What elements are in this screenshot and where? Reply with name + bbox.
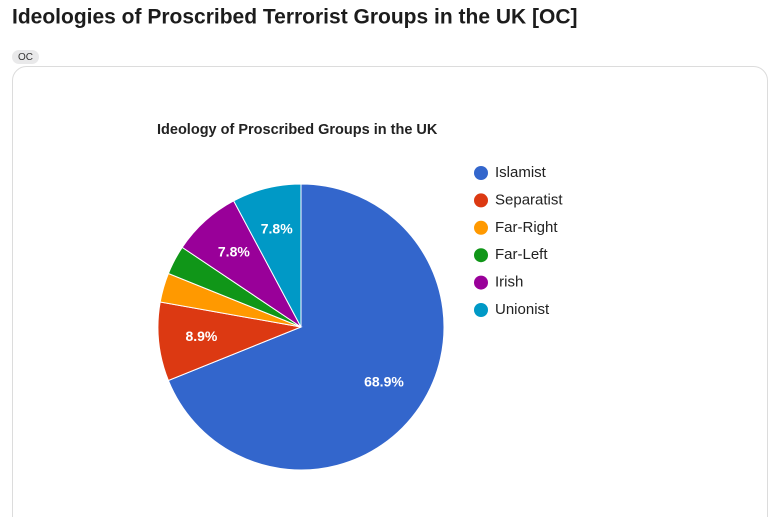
legend-swatch: [474, 166, 488, 180]
legend-swatch: [474, 275, 488, 290]
chart-title: Ideology of Proscribed Groups in the UK: [157, 122, 438, 138]
legend-label: Far-Left: [495, 246, 548, 263]
pie-slice: [233, 183, 302, 328]
legend-label: Irish: [495, 274, 523, 291]
slice-label: 68.9%: [364, 374, 404, 390]
legend-swatch: [474, 303, 488, 317]
post-title[interactable]: Ideologies of Proscribed Terrorist Group…: [12, 6, 578, 29]
legend-swatch: [474, 193, 488, 208]
legend-label: Unionist: [495, 301, 550, 318]
legend-label: Separatist: [495, 191, 563, 208]
pie: 68.9% 8.9% 7.8% 7.8%: [157, 183, 445, 471]
legend-swatch: [474, 220, 488, 235]
slice-label: 7.8%: [218, 243, 250, 259]
legend-label: Far-Right: [495, 219, 558, 236]
legend: Islamist Separatist Far-Right Far-Left Irish…: [474, 164, 563, 318]
legend-label: Islamist: [495, 164, 547, 181]
slice-label: 7.8%: [261, 221, 293, 237]
pie-slice: [167, 183, 445, 471]
pie-slice: [157, 301, 303, 382]
legend-swatch: [474, 248, 488, 263]
flair-pill[interactable]: [12, 50, 39, 64]
flair[interactable]: OC: [18, 52, 33, 63]
slice-label: 8.9%: [185, 328, 217, 344]
